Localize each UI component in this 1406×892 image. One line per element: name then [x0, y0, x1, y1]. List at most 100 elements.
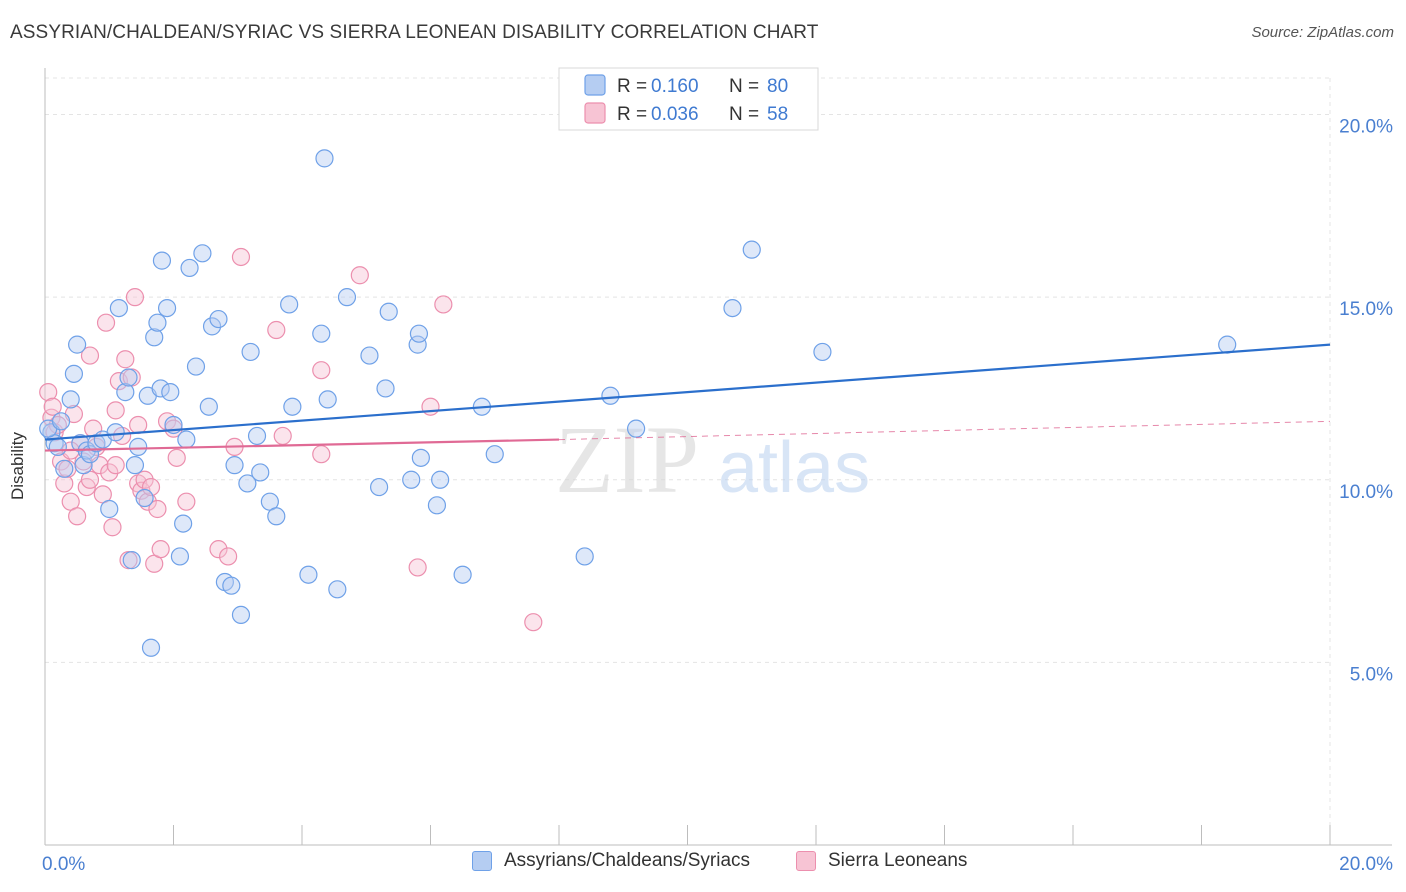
data-point-sierra-leoneans [350, 266, 369, 285]
data-point-assyrians [170, 547, 190, 566]
data-point-assyrians [379, 302, 398, 321]
data-point-assyrians [267, 507, 286, 526]
data-point-assyrians [157, 299, 177, 318]
data-point-sierra-leoneans [55, 474, 74, 493]
y-tick-label: 20.0% [1339, 117, 1393, 138]
legend-r-value-2: 0.036 [651, 104, 699, 125]
data-point-sierra-leoneans [39, 383, 58, 402]
data-point-assyrians [193, 244, 212, 263]
data-point-assyrians [122, 551, 141, 570]
data-point-sierra-leoneans [231, 247, 251, 267]
data-point-sierra-leoneans [524, 613, 543, 632]
legend-n-value-2: 58 [767, 104, 788, 125]
data-point-assyrians [299, 565, 318, 584]
y-tick-label: 15.0% [1339, 299, 1393, 320]
data-point-sierra-leoneans [312, 361, 331, 380]
x-tick-label: 20.0% [1339, 854, 1393, 875]
data-point-assyrians [141, 638, 161, 657]
watermark-atlas: atlas [718, 428, 870, 508]
data-point-sierra-leoneans [106, 456, 125, 475]
data-point-sierra-leoneans [408, 558, 427, 577]
data-point-assyrians [337, 288, 357, 307]
data-point-assyrians [247, 426, 267, 446]
data-point-sierra-leoneans [103, 518, 122, 537]
data-point-assyrians [151, 379, 170, 398]
data-point-assyrians [148, 313, 167, 332]
data-point-assyrians [74, 456, 93, 475]
data-point-assyrians [241, 342, 260, 362]
data-point-assyrians [431, 470, 450, 489]
data-point-assyrians [180, 258, 199, 278]
data-point-sierra-leoneans [129, 415, 148, 435]
bottom-legend-label-assyrians: Assyrians/Chaldeans/Syriacs [504, 850, 751, 871]
data-point-sierra-leoneans [125, 288, 145, 307]
data-point-assyrians [129, 437, 148, 456]
data-point-assyrians [174, 514, 193, 533]
data-point-assyrians [280, 295, 299, 314]
legend-n-value-1: 80 [767, 76, 788, 97]
x-tick-label: 0.0% [42, 854, 85, 875]
bottom-legend-item-sierra: Sierra Leoneans [796, 850, 967, 872]
bottom-legend-swatch-blue [472, 851, 492, 871]
data-point-assyrians [100, 499, 119, 519]
data-point-sierra-leoneans [209, 540, 228, 559]
data-point-sierra-leoneans [43, 397, 62, 416]
legend-r-value-1: 0.160 [651, 76, 699, 97]
data-point-assyrians [742, 240, 761, 259]
data-point-sierra-leoneans [148, 499, 167, 519]
data-point-assyrians [453, 565, 472, 584]
data-point-assyrians [116, 383, 135, 402]
trend-line-sierra-leoneans-extrapolated [558, 420, 1331, 441]
data-point-assyrians [1218, 335, 1237, 354]
series-assyrians [39, 149, 1237, 657]
data-point-assyrians [51, 412, 71, 431]
chart-source: Source: ZipAtlas.com [1251, 24, 1394, 41]
data-point-sierra-leoneans [80, 346, 100, 365]
data-point-assyrians [152, 251, 172, 270]
data-point-assyrians [723, 299, 742, 318]
data-point-assyrians [68, 335, 87, 354]
data-point-sierra-leoneans [177, 492, 196, 511]
data-point-assyrians [177, 430, 196, 449]
data-point-assyrians [109, 299, 128, 318]
data-point-assyrians [312, 324, 331, 343]
data-point-sierra-leoneans [267, 320, 286, 340]
data-point-assyrians [61, 390, 80, 409]
stats-legend: R = 0.160 N = 80 R = 0.036 N = 58 [558, 67, 819, 131]
data-point-assyrians [626, 419, 646, 438]
data-point-assyrians [135, 488, 154, 508]
legend-r-label-2: R = [617, 104, 647, 125]
chart-title: ASSYRIAN/CHALDEAN/SYRIAC VS SIERRA LEONE… [10, 22, 819, 43]
data-point-assyrians [409, 324, 429, 343]
data-point-assyrians [283, 397, 302, 416]
data-point-assyrians [575, 547, 594, 566]
data-point-sierra-leoneans [167, 448, 186, 467]
data-point-assyrians [225, 456, 244, 475]
bottom-legend-swatch-pink [796, 851, 816, 871]
data-point-sierra-leoneans [219, 547, 238, 566]
trend-line-assyrians [44, 343, 1331, 441]
legend-r-label-1: R = [617, 76, 647, 97]
y-tick-label: 5.0% [1350, 664, 1393, 685]
data-point-sierra-leoneans [100, 463, 119, 482]
trend-lines [44, 343, 1331, 452]
data-point-assyrians [55, 459, 74, 478]
data-point-assyrians [231, 605, 251, 625]
data-point-sierra-leoneans [116, 350, 135, 369]
data-point-assyrians [315, 149, 334, 168]
watermark-zip: ZIP [555, 406, 699, 513]
data-point-sierra-leoneans [106, 401, 125, 420]
data-point-assyrians [125, 456, 145, 475]
data-point-assyrians [813, 342, 832, 362]
data-point-assyrians [318, 390, 337, 409]
legend-n-label-2: N = [729, 104, 759, 125]
bottom-legend-item-assyrians: Assyrians/Chaldeans/Syriacs [472, 850, 750, 872]
data-point-assyrians [360, 346, 379, 365]
data-point-assyrians [222, 576, 241, 595]
legend-n-label-1: N = [729, 76, 759, 97]
data-point-sierra-leoneans [151, 540, 170, 559]
data-point-assyrians [202, 317, 222, 336]
data-point-assyrians [48, 437, 67, 456]
bottom-legend-label-sierra: Sierra Leoneans [828, 850, 968, 871]
data-point-assyrians [485, 445, 504, 464]
